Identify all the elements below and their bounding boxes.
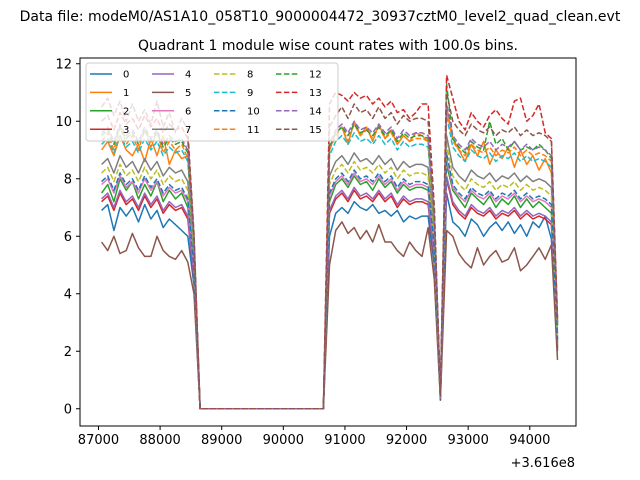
- y-tick-label: 0: [64, 402, 72, 417]
- legend-entry-4: 4: [152, 70, 191, 81]
- y-axis: 0 2 4 6 8 10 12: [55, 57, 80, 417]
- legend-entry-14: 14: [276, 106, 322, 117]
- y-tick-label: 8: [64, 172, 72, 187]
- legend-label: 13: [309, 88, 322, 99]
- legend-label: 1: [123, 88, 129, 99]
- series-line-15: [100, 91, 559, 410]
- series-line-5: [100, 221, 559, 410]
- legend-label: 10: [247, 106, 260, 117]
- legend-entry-10: 10: [214, 106, 260, 117]
- x-tick-label: 87000: [78, 433, 119, 448]
- legend-entry-5: 5: [152, 88, 191, 99]
- y-tick-label: 12: [55, 57, 72, 72]
- legend-label: 12: [309, 70, 322, 81]
- legend-label: 15: [309, 125, 322, 136]
- x-tick-label: 91000: [324, 433, 365, 448]
- legend-entry-7: 7: [152, 125, 191, 136]
- legend-entry-3: 3: [90, 125, 129, 136]
- series-line-3: [101, 178, 559, 410]
- y-tick-label: 4: [64, 287, 72, 302]
- x-offset-label: +3.616e8: [511, 456, 575, 471]
- legend-label: 7: [185, 125, 191, 136]
- x-tick-label: 94000: [509, 433, 550, 448]
- axes-layer: [79, 57, 577, 427]
- legend-box: [85, 62, 339, 142]
- legend-label: 4: [185, 70, 191, 81]
- axes-frame: [79, 57, 577, 427]
- legend-entry-13: 13: [276, 88, 322, 99]
- series-line-0: [101, 192, 559, 410]
- legend-entry-8: 8: [214, 70, 253, 81]
- x-tick-label: 90000: [263, 433, 304, 448]
- y-tick-label: 6: [64, 230, 72, 245]
- series-line-9: [101, 114, 559, 410]
- legend-label: 11: [247, 125, 260, 136]
- x-tick-label: 89000: [201, 433, 242, 448]
- series-line-4: [101, 175, 559, 410]
- legend-label: 9: [247, 88, 253, 99]
- legend-label: 2: [123, 106, 129, 117]
- series-line-7: [101, 134, 559, 410]
- legend-label: 5: [185, 88, 191, 99]
- figure-suptitle: Data file: modeM0/AS1A10_058T10_90000044…: [20, 9, 621, 25]
- legend-entry-15: 15: [276, 125, 322, 136]
- legend-label: 3: [123, 125, 129, 136]
- y-tick-label: 10: [55, 115, 72, 130]
- legend-entry-1: 1: [90, 88, 129, 99]
- legend-label: 6: [185, 106, 191, 117]
- x-tick-label: 88000: [139, 433, 180, 448]
- x-tick-label: 92000: [386, 433, 427, 448]
- series-line-6: [101, 157, 559, 410]
- legend-label: 0: [123, 70, 129, 81]
- legend-entry-0: 0: [90, 70, 129, 81]
- legend-entry-9: 9: [214, 88, 253, 99]
- series-line-2: [100, 163, 559, 410]
- legend-entry-6: 6: [152, 106, 191, 117]
- x-tick-label: 93000: [447, 433, 488, 448]
- legend-entry-11: 11: [214, 125, 260, 136]
- chart-title: Quadrant 1 module wise count rates with …: [138, 38, 518, 54]
- legend-entry-12: 12: [276, 70, 322, 81]
- y-tick-label: 2: [64, 345, 72, 360]
- series-line-10: [101, 152, 559, 410]
- x-axis: 87000 88000 89000 90000 91000 92000 93000 94000: [78, 426, 550, 448]
- legend-label: 14: [309, 106, 322, 117]
- legend-label: 8: [247, 70, 253, 81]
- series-line-8: [101, 143, 559, 410]
- legend-entry-2: 2: [90, 106, 129, 117]
